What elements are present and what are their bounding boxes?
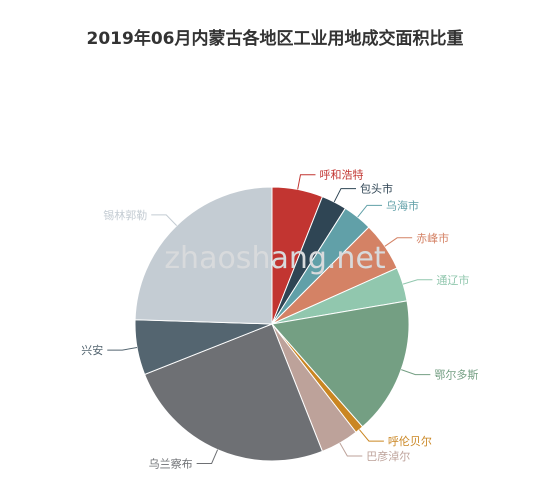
slice-label: 兴安 xyxy=(81,343,103,357)
leader-line xyxy=(402,279,433,285)
watermark: zhaoshang.net xyxy=(164,241,386,276)
slice-label: 呼伦贝尔 xyxy=(388,434,432,448)
leader-line xyxy=(196,449,219,464)
slice-label: 巴彦淖尔 xyxy=(366,449,410,463)
slice-label: 通辽市 xyxy=(436,273,469,287)
leader-line xyxy=(358,429,384,442)
leader-line xyxy=(107,347,138,351)
chart-title: 2019年06月内蒙古各地区工业用地成交面积比重 xyxy=(86,29,464,49)
slice-label: 呼和浩特 xyxy=(319,168,363,182)
slice-label: 乌海市 xyxy=(386,198,419,212)
leader-line xyxy=(151,214,178,226)
pie-slices xyxy=(134,186,410,462)
slice-label: 赤峰市 xyxy=(416,231,449,245)
slice-label: 锡林郭勒 xyxy=(103,208,147,222)
leader-line xyxy=(384,237,413,247)
leader-line xyxy=(401,369,431,376)
leader-line xyxy=(333,188,357,203)
slice-label: 鄂尔多斯 xyxy=(434,368,478,382)
pie-slice xyxy=(271,300,410,428)
leader-line xyxy=(357,204,383,218)
leader-line xyxy=(339,442,363,457)
slice-label: 包头市 xyxy=(360,182,393,196)
pie-slice xyxy=(143,323,324,462)
slice-label: 乌兰察布 xyxy=(149,457,193,471)
leader-line xyxy=(297,174,316,190)
